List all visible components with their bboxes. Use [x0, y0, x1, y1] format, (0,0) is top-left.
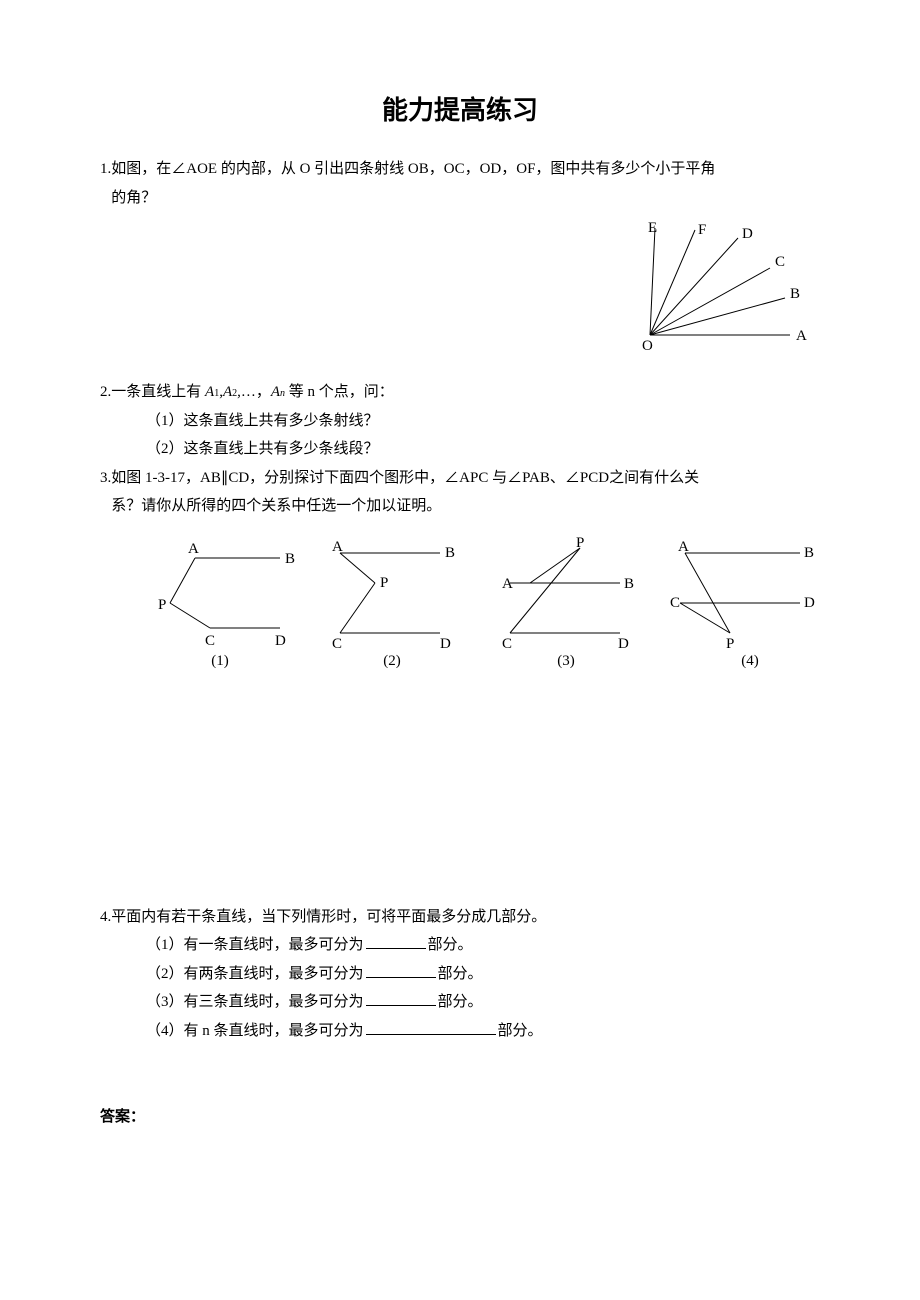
q2-number: 2. [100, 378, 111, 407]
svg-text:B: B [285, 551, 295, 567]
question-4: 4. 平面内有若干条直线，当下列情形时，可将平面最多分成几部分。 （1）有一条直… [100, 903, 820, 1046]
q2-dots: ,…， [237, 384, 271, 400]
page-title: 能力提高练习 [100, 90, 820, 127]
question-1: 1. 如图，在∠AOE 的内部，从 O 引出四条射线 OB，OC，OD，OF，图… [100, 155, 820, 212]
q1-figure-wrap: O A B C D F E [100, 220, 850, 350]
svg-text:C: C [205, 633, 215, 649]
q3-fig-3: P A B C D (3) [490, 533, 650, 673]
svg-text:(2): (2) [383, 653, 401, 669]
svg-text:P: P [158, 597, 166, 613]
label-D: D [742, 226, 753, 242]
svg-text:B: B [804, 545, 814, 561]
label-C: C [775, 254, 785, 270]
q3-fig-2: A B P C D (2) [320, 533, 480, 673]
page: 能力提高练习 1. 如图，在∠AOE 的内部，从 O 引出四条射线 OB，OC，… [0, 0, 920, 1300]
q4-text: 平面内有若干条直线，当下列情形时，可将平面最多分成几部分。 [111, 903, 820, 932]
q1-text-line1: 如图，在∠AOE 的内部，从 O 引出四条射线 OB，OC，OD，OF，图中共有… [111, 155, 820, 184]
svg-text:P: P [380, 575, 388, 591]
svg-text:B: B [445, 545, 455, 561]
question-2: 2. 一条直线上有 A1,A2,…，An 等 n 个点，问： （1）这条直线上共… [100, 378, 820, 464]
q2-A2: A [223, 384, 232, 400]
svg-text:B: B [624, 576, 634, 592]
q4-sub4: （4）有 n 条直线时，最多可分为部分。 [100, 1017, 820, 1046]
svg-text:C: C [670, 595, 680, 611]
svg-text:(1): (1) [211, 653, 229, 669]
q2-An: A [271, 384, 280, 400]
q2-text: 一条直线上有 A1,A2,…，An 等 n 个点，问： [111, 378, 820, 407]
q2-lead: 一条直线上有 [111, 384, 205, 400]
q2-A1: A [205, 384, 214, 400]
svg-text:A: A [502, 576, 513, 592]
label-F: F [698, 222, 706, 238]
svg-text:P: P [576, 535, 584, 551]
svg-text:A: A [332, 539, 343, 555]
svg-text:D: D [275, 633, 286, 649]
q4-number: 4. [100, 903, 111, 932]
q4-sub3: （3）有三条直线时，最多可分为部分。 [100, 988, 820, 1017]
svg-text:(3): (3) [557, 653, 575, 669]
svg-text:A: A [188, 541, 199, 557]
q4-sub1: （1）有一条直线时，最多可分为部分。 [100, 931, 820, 960]
blank-3[interactable] [366, 990, 436, 1006]
question-3: 3. 如图 1-3-17，AB∥CD，分别探讨下面四个图形中，∠APC 与∠PA… [100, 464, 820, 521]
q2-sub1: （1）这条直线上共有多少条射线？ [100, 407, 820, 436]
svg-text:C: C [502, 636, 512, 652]
label-B: B [790, 286, 800, 302]
q3-text-line2: 系？请你从所得的四个关系中任选一个加以证明。 [111, 492, 820, 521]
q1-text-line2: 的角？ [111, 184, 820, 213]
svg-text:P: P [726, 636, 734, 652]
q4-sub2: （2）有两条直线时，最多可分为部分。 [100, 960, 820, 989]
q1-figure: O A B C D F E [620, 220, 820, 350]
svg-text:(4): (4) [741, 653, 759, 669]
q3-fig-1: A B P C D (1) [150, 533, 310, 673]
svg-text:A: A [678, 539, 689, 555]
label-E: E [648, 220, 657, 236]
svg-text:D: D [440, 636, 451, 652]
svg-text:D: D [804, 595, 815, 611]
q3-fig-4: A B C D P (4) [660, 533, 820, 673]
q3-figures: A B P C D (1) A B P C D (2) [100, 521, 820, 673]
blank-4[interactable] [366, 1019, 496, 1035]
label-O: O [642, 338, 653, 350]
q2-tail: 等 n 个点，问： [285, 384, 394, 400]
q3-number: 3. [100, 464, 111, 493]
svg-text:D: D [618, 636, 629, 652]
q1-number: 1. [100, 155, 111, 184]
q3-text-line1: 如图 1-3-17，AB∥CD，分别探讨下面四个图形中，∠APC 与∠PAB、∠… [111, 464, 820, 493]
label-A: A [796, 328, 807, 344]
answers-label: 答案： [100, 1105, 820, 1126]
blank-2[interactable] [366, 962, 436, 978]
blank-1[interactable] [366, 933, 426, 949]
svg-text:C: C [332, 636, 342, 652]
q2-sub2: （2）这条直线上共有多少条线段？ [100, 435, 820, 464]
